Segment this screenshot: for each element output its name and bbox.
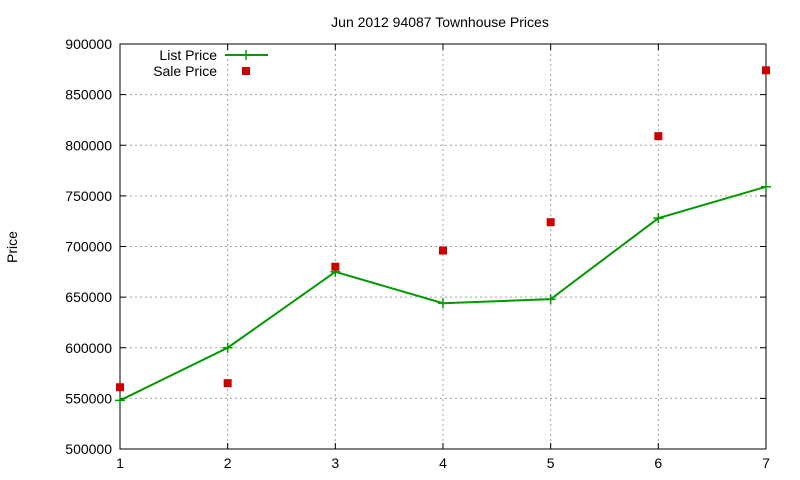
- x-tick-label: 2: [224, 455, 232, 471]
- chart-title: Jun 2012 94087 Townhouse Prices: [331, 14, 549, 30]
- x-tick-label: 5: [547, 455, 555, 471]
- y-tick-label: 550000: [65, 390, 112, 406]
- data-point: [653, 213, 664, 224]
- axes: 500000 550000 600000 650000 700000 750000 8000…: [65, 36, 770, 471]
- legend-marker: [242, 67, 250, 75]
- data-point: [331, 262, 340, 271]
- y-tick-label: 850000: [65, 87, 112, 103]
- data-point: [116, 383, 124, 392]
- y-tick-label: 500000: [65, 441, 112, 457]
- grid: [120, 44, 766, 449]
- series-list-price: [115, 181, 771, 406]
- x-tick-label: 3: [331, 455, 339, 471]
- data-point: [222, 342, 233, 353]
- plot-frame: [119, 43, 767, 450]
- x-tick-label: 6: [654, 455, 662, 471]
- data-point: [654, 132, 663, 141]
- series-sale-price: [116, 66, 770, 392]
- y-tick-label: 600000: [65, 340, 112, 356]
- series: [115, 66, 771, 406]
- data-point: [439, 246, 447, 255]
- data-point: [761, 181, 771, 192]
- series-line: [119, 185, 767, 402]
- data-point: [438, 298, 448, 309]
- legend-marker: [241, 50, 251, 60]
- y-tick-label: 800000: [65, 137, 112, 153]
- data-point: [223, 379, 232, 388]
- y-tick-label: 650000: [65, 289, 112, 305]
- x-tick-label: 1: [116, 455, 124, 471]
- legend-label: List Price: [159, 47, 217, 63]
- y-tick-label: 900000: [65, 36, 112, 52]
- y-tick-label: 700000: [65, 239, 112, 255]
- x-tick-label: 7: [762, 455, 770, 471]
- x-tick-label: 4: [439, 455, 447, 471]
- y-tick-label: 750000: [65, 188, 112, 204]
- legend-label: Sale Price: [153, 63, 217, 79]
- data-point: [762, 66, 770, 75]
- data-point: [545, 294, 556, 305]
- y-axis-label: Price: [4, 231, 20, 263]
- data-point: [546, 218, 555, 227]
- data-point: [115, 395, 125, 406]
